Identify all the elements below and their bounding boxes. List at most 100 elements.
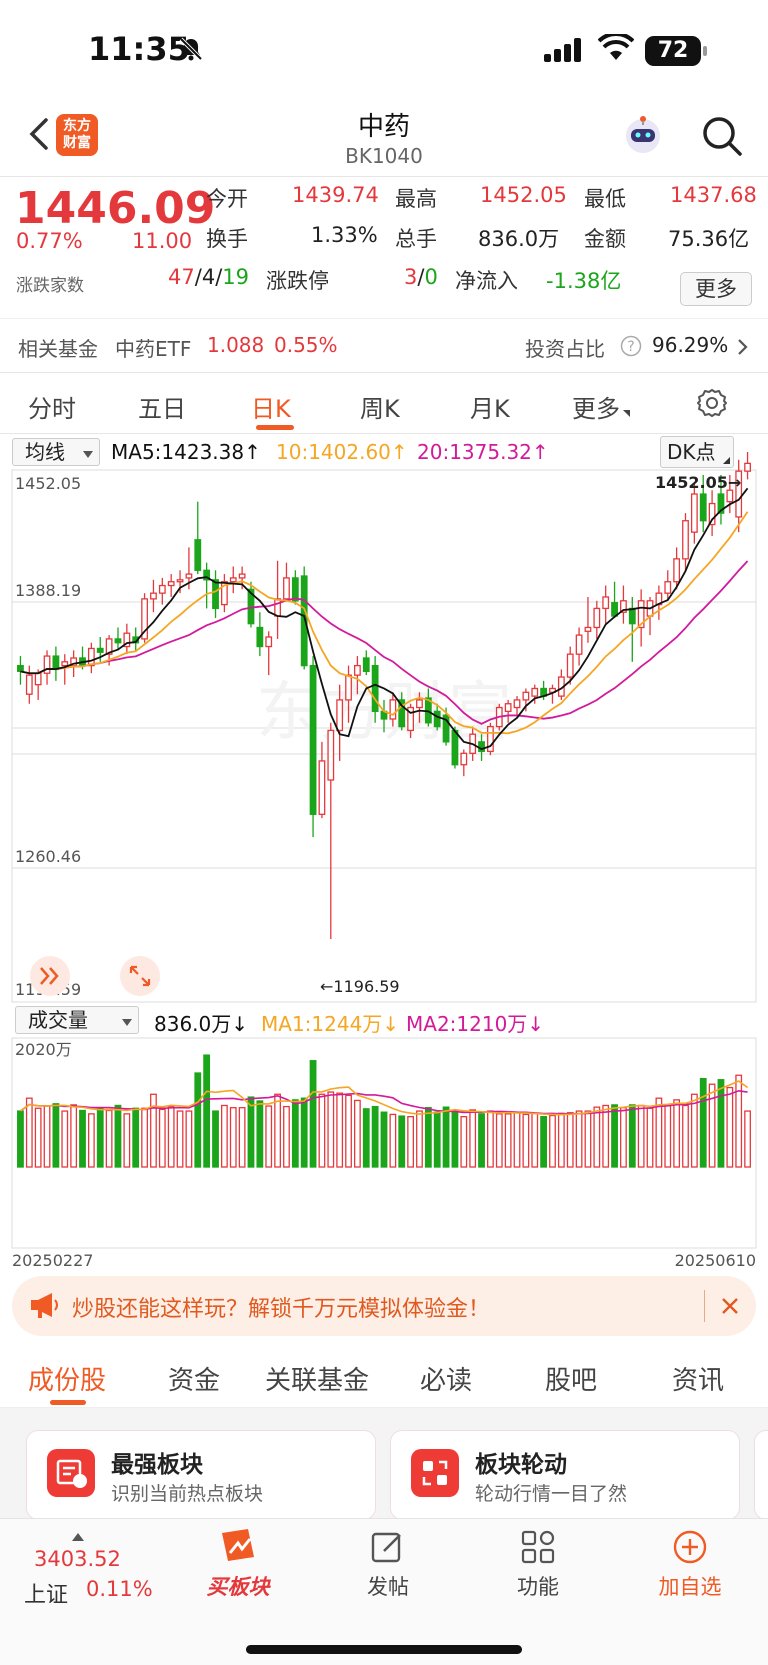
tab-capital[interactable]: 资金 [168, 1366, 221, 1396]
close-icon[interactable] [720, 1296, 740, 1316]
volume-bar [17, 1110, 24, 1168]
high-label: 最高 [395, 187, 437, 211]
volume-bar [708, 1083, 716, 1168]
sector-code: BK1040 [345, 144, 423, 168]
volume-bar [114, 1104, 122, 1168]
price-pane-frame [11, 469, 757, 1003]
tab-constituents[interactable]: 成份股 [28, 1366, 107, 1396]
tab-five-day[interactable]: 五日 [138, 395, 186, 423]
volume-bar [176, 1110, 184, 1168]
candle-body [87, 647, 95, 667]
settings-gear-icon[interactable] [696, 387, 728, 419]
candle-body [291, 577, 299, 602]
bottom-navigation: 3403.52 上证 0.11% 买板块 发帖 功能 加自选 [0, 1518, 768, 1665]
volume-bar [504, 1113, 512, 1168]
more-button[interactable]: 更多 [680, 272, 752, 306]
tab-related-funds[interactable]: 关联基金 [265, 1366, 370, 1396]
dropdown-icon [83, 451, 93, 458]
volume-bar [291, 1099, 299, 1168]
robot-assistant-icon[interactable] [622, 114, 664, 156]
volume-bar [132, 1107, 140, 1168]
breadth-down: 19 [222, 265, 249, 289]
candle-body [203, 569, 211, 581]
candle-body [726, 489, 734, 503]
volume-bar [61, 1110, 69, 1168]
back-arrow-icon[interactable] [22, 114, 58, 154]
question-icon[interactable]: ? [620, 335, 642, 357]
candle-body [309, 664, 317, 815]
tab-forum[interactable]: 股吧 [545, 1366, 598, 1396]
sector-rotation-icon [411, 1449, 459, 1497]
tab-weekly-k[interactable]: 周K [360, 395, 400, 423]
home-indicator [246, 1645, 522, 1654]
volume-bar [416, 1110, 423, 1168]
y-tick-label: 1260.46 [15, 847, 81, 866]
strongest-sector-icon [47, 1449, 95, 1497]
tab-monthly-k[interactable]: 月K [470, 395, 510, 423]
search-icon[interactable] [700, 114, 744, 158]
volume-bar [735, 1074, 743, 1168]
corner-triangle-icon [723, 457, 730, 464]
volume-axis-label: 2020万 [15, 1040, 72, 1059]
volume-bar [238, 1107, 246, 1168]
card-strongest-sector[interactable]: 最强板块 识别当前热点板块 [26, 1430, 376, 1520]
indicator-selector[interactable]: 均线 [12, 438, 100, 466]
expand-chevrons-button[interactable] [30, 956, 70, 996]
tab-daily-k[interactable]: 日K [251, 395, 291, 423]
card-sector-rotation[interactable]: 板块轮动 轮动行情一目了然 [390, 1430, 740, 1520]
breadth-up: 47 [168, 265, 195, 289]
candle-body [575, 634, 583, 655]
volume-bar [318, 1093, 326, 1168]
volume-bar [620, 1107, 627, 1168]
kline-svg[interactable]: 东方财富 1452.05 1388.19 1260.46 1196.59 145… [0, 434, 768, 1270]
promo-banner[interactable]: 炒股还能这样玩？解锁千万元模拟体验金！ [12, 1276, 756, 1336]
tab-must-read[interactable]: 必读 [420, 1366, 473, 1396]
chevron-right-icon[interactable] [736, 337, 750, 357]
fullscreen-button[interactable] [120, 956, 160, 996]
volume-bar [593, 1106, 601, 1168]
turnover-value: 1.33% [311, 223, 378, 247]
nav-add-watchlist[interactable]: 加自选 [630, 1527, 750, 1607]
nav-functions[interactable]: 功能 [478, 1527, 598, 1607]
tab-more[interactable]: 更多 [572, 389, 630, 424]
y-tick-label: 1388.19 [15, 581, 81, 600]
ma5-value: MA5:1423.38↑ [111, 440, 261, 464]
candle-body [256, 626, 264, 648]
volume-bar [25, 1097, 33, 1168]
candle-body [407, 706, 415, 732]
dk-point-button[interactable]: DK点 [660, 436, 734, 468]
volume-bar [495, 1113, 503, 1168]
nav-post[interactable]: 发帖 [328, 1527, 448, 1607]
candle-body [265, 636, 273, 648]
volume-indicator-selector[interactable]: 成交量 [15, 1006, 139, 1034]
volume-bar [433, 1111, 441, 1168]
candle-body [717, 493, 725, 514]
volume-bar [744, 1110, 751, 1168]
volume-bar [513, 1111, 521, 1168]
card-title: 最强板块 [111, 1452, 203, 1478]
low-value: 1437.68 [670, 183, 757, 207]
change-amount: 11.00 [132, 229, 193, 253]
candle-body [238, 573, 246, 579]
volume-bar [96, 1107, 104, 1168]
volume-bar [398, 1115, 406, 1168]
index-ticker[interactable]: 3403.52 上证 0.11% [16, 1533, 153, 1608]
candle-body [345, 674, 352, 701]
candle-body [176, 579, 184, 583]
ma10-value: 10:1402.60↑ [276, 440, 408, 464]
volume-bar [566, 1112, 574, 1168]
tab-intraday[interactable]: 分时 [28, 395, 76, 423]
nav-buy-sector[interactable]: 买板块 [178, 1527, 298, 1607]
candle-body [389, 699, 397, 720]
candle-body [611, 602, 618, 617]
high-marker-label: 1452.05→ [655, 473, 741, 492]
candle-body [398, 699, 406, 728]
candle-body [114, 638, 122, 644]
breadth-label: 涨跌家数 [16, 276, 84, 296]
candle-body [274, 598, 281, 617]
page-title: 中药 [357, 112, 410, 142]
tab-news[interactable]: 资讯 [672, 1366, 725, 1396]
volume-bar [682, 1104, 689, 1168]
card-partial[interactable] [754, 1430, 768, 1520]
related-fund-row[interactable]: 相关基金 中药ETF 1.088 0.55% 投资占比 ? 96.29% [0, 318, 768, 370]
